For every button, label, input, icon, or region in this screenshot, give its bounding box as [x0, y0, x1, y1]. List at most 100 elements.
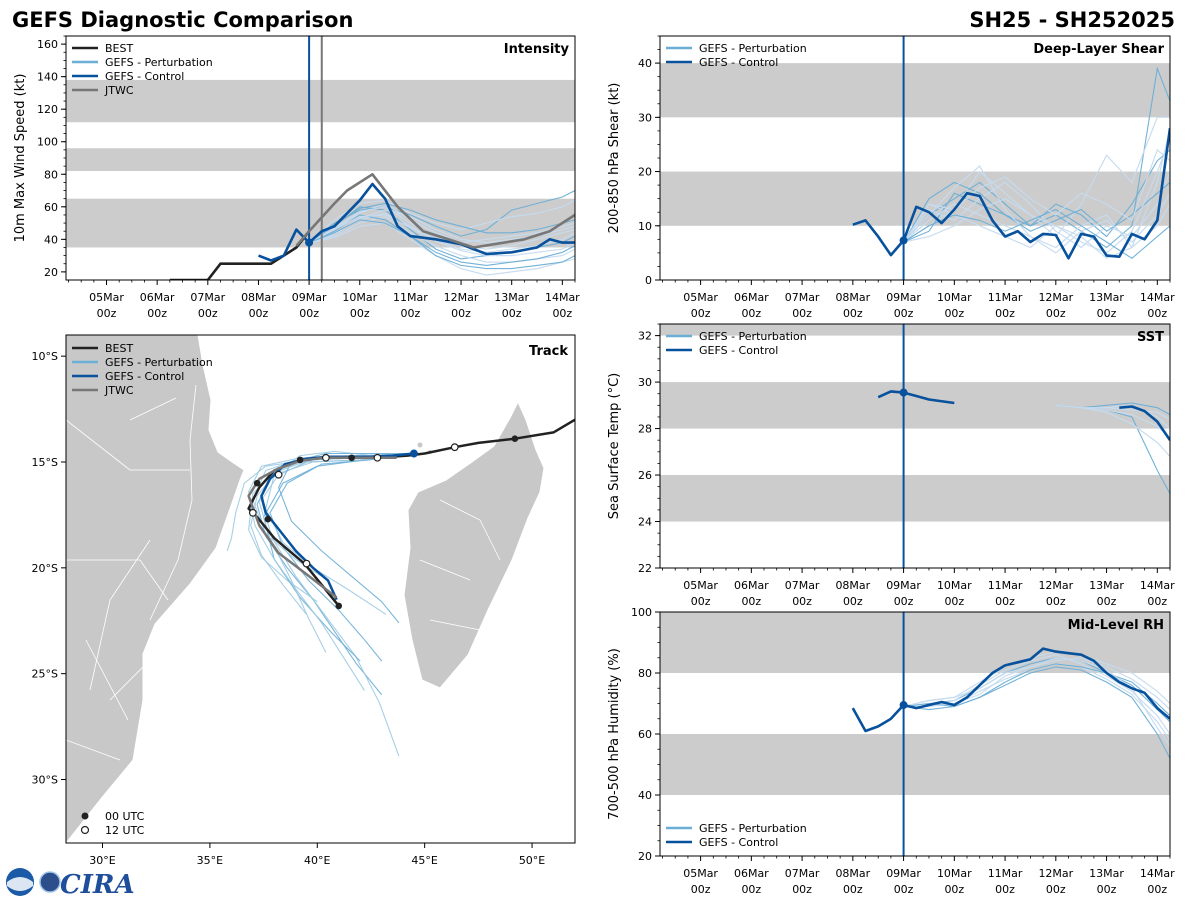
rh-init-marker — [899, 701, 908, 710]
intensity-xtick-date: 06Mar — [140, 291, 175, 304]
shear-xtick-hour: 00z — [792, 307, 812, 320]
shear-xtick-date: 06Mar — [734, 291, 769, 304]
track-ytick-label: 20°S — [32, 562, 58, 575]
intensity-title: Intensity — [504, 42, 570, 57]
sst-xtick-hour: 00z — [843, 595, 863, 608]
intensity-ylabel: 10m Max Wind Speed (kt) — [13, 74, 28, 243]
africa-landmass — [66, 335, 245, 843]
track-control-start-marker — [409, 449, 418, 458]
intensity-xtick-hour: 00z — [451, 307, 471, 320]
comoros-island — [417, 442, 423, 448]
rh-xtick-hour: 00z — [1046, 883, 1066, 896]
sst-band — [660, 382, 1170, 429]
shear-ytick-label: 40 — [638, 57, 652, 70]
rh-xtick-date: 08Mar — [835, 867, 870, 880]
cira-wordmark: CIRA — [60, 870, 135, 900]
rh-xtick-date: 11Mar — [988, 867, 1023, 880]
shear-ytick-label: 30 — [638, 111, 652, 124]
legend-00utc-label: 00 UTC — [105, 810, 145, 823]
sst-band — [660, 324, 1170, 336]
shear-xtick-date: 08Mar — [835, 291, 870, 304]
intensity-ytick-label: 40 — [44, 233, 58, 246]
shear-ytick-label: 0 — [645, 274, 652, 287]
intensity-xtick-date: 05Mar — [89, 291, 124, 304]
sst-xtick-hour: 00z — [1147, 595, 1167, 608]
intensity-xtick-hour: 00z — [249, 307, 269, 320]
sst-xtick-date: 07Mar — [785, 579, 820, 592]
sst-ytick-label: 22 — [638, 562, 652, 575]
sst-panel: 22 24 26 28 30 32 05Mar 00z 06Mar 00z 07Mar 00z 08Ma… — [607, 323, 1175, 608]
rh-xtick-date: 06Mar — [734, 867, 769, 880]
intensity-legend-pert-label: GEFS - Perturbation — [105, 56, 213, 69]
rh-ytick-label: 60 — [638, 728, 652, 741]
shear-band — [660, 171, 1170, 226]
shear-plot — [660, 36, 1170, 280]
rh-xtick-hour: 00z — [1097, 883, 1117, 896]
track-00utc-marker — [264, 515, 272, 523]
sst-plot — [660, 324, 1170, 568]
intensity-xtick-date: 10Mar — [342, 291, 377, 304]
track-lines — [226, 418, 575, 757]
figure-title: GEFS Diagnostic Comparison — [12, 8, 353, 32]
rh-ytick-label: 20 — [638, 850, 652, 863]
intensity-ytick-label: 60 — [44, 201, 58, 214]
legend-pert-label: GEFS - Perturbation — [105, 356, 213, 369]
intensity-perturbation-line — [308, 214, 575, 266]
track-00utc-marker — [335, 602, 343, 610]
rh-xtick-date: 13Mar — [1089, 867, 1124, 880]
sst-xtick-hour: 00z — [1046, 595, 1066, 608]
intensity-perturbation-line — [308, 222, 575, 276]
sst-xtick-hour: 00z — [792, 595, 812, 608]
shear-xtick-hour: 00z — [894, 307, 914, 320]
intensity-xtick-hour: 00z — [502, 307, 522, 320]
intensity-band — [66, 148, 575, 172]
rh-ytick-label: 100 — [631, 606, 652, 619]
intensity-band — [66, 79, 575, 123]
shear-perturbation-line — [903, 171, 1170, 249]
rh-xtick-hour: 00z — [944, 883, 964, 896]
sst-control-line — [877, 390, 955, 405]
shear-xtick-date: 12Mar — [1038, 291, 1073, 304]
sst-ytick-label: 32 — [638, 330, 652, 343]
shear-xtick-hour: 00z — [741, 307, 761, 320]
shear-xtick-date: 09Mar — [886, 291, 921, 304]
track-ytick-label: 15°S — [32, 456, 58, 469]
intensity-xtick-date: 13Mar — [494, 291, 529, 304]
track-ytick-label: 30°S — [32, 774, 58, 787]
intensity-plot — [66, 36, 575, 280]
shear-perturbation-line — [903, 208, 1170, 259]
sst-title: SST — [1137, 330, 1164, 345]
storm-id: SH25 - SH252025 — [969, 8, 1175, 32]
intensity-perturbation-line — [308, 206, 575, 260]
rh-xtick-date: 14Mar — [1140, 867, 1175, 880]
shear-legend-pert-label: GEFS - Perturbation — [699, 42, 807, 55]
rh-xtick-date: 10Mar — [937, 867, 972, 880]
sst-legend-control-label: GEFS - Control — [699, 344, 778, 357]
shear-ytick-label: 20 — [638, 166, 652, 179]
intensity-xtick-date: 14Mar — [545, 291, 580, 304]
shear-perturbation-line — [903, 181, 1170, 243]
intensity-xtick-date: 09Mar — [292, 291, 327, 304]
sst-control-line — [1119, 405, 1170, 441]
shear-xtick-date: 10Mar — [937, 291, 972, 304]
shear-xtick-hour: 00z — [1046, 307, 1066, 320]
sst-legend-pert-label: GEFS - Perturbation — [699, 330, 807, 343]
cira-globe — [39, 871, 61, 893]
intensity-panel: 20 40 60 80 100 120 140 160 05Mar 00z 06Mar 00z 07Ma… — [13, 35, 580, 320]
intensity-legend-best-label: BEST — [105, 42, 133, 55]
legend-00utc-marker — [81, 812, 89, 820]
cira-logo: CIRA — [6, 868, 135, 900]
rh-xtick-hour: 00z — [741, 883, 761, 896]
track-00utc-marker — [253, 479, 261, 487]
sst-ytick-label: 24 — [638, 516, 652, 529]
intensity-xtick-date: 07Mar — [190, 291, 225, 304]
shear-xtick-hour: 00z — [944, 307, 964, 320]
legend-jtwc-label: JTWC — [104, 384, 134, 397]
intensity-xtick-hour: 00z — [97, 307, 117, 320]
rh-xtick-hour: 00z — [894, 883, 914, 896]
shear-control-line — [852, 128, 1170, 260]
rh-legend-pert-label: GEFS - Perturbation — [699, 822, 807, 835]
sst-frame — [659, 323, 1171, 569]
rh-perturbation-line — [903, 666, 1170, 759]
